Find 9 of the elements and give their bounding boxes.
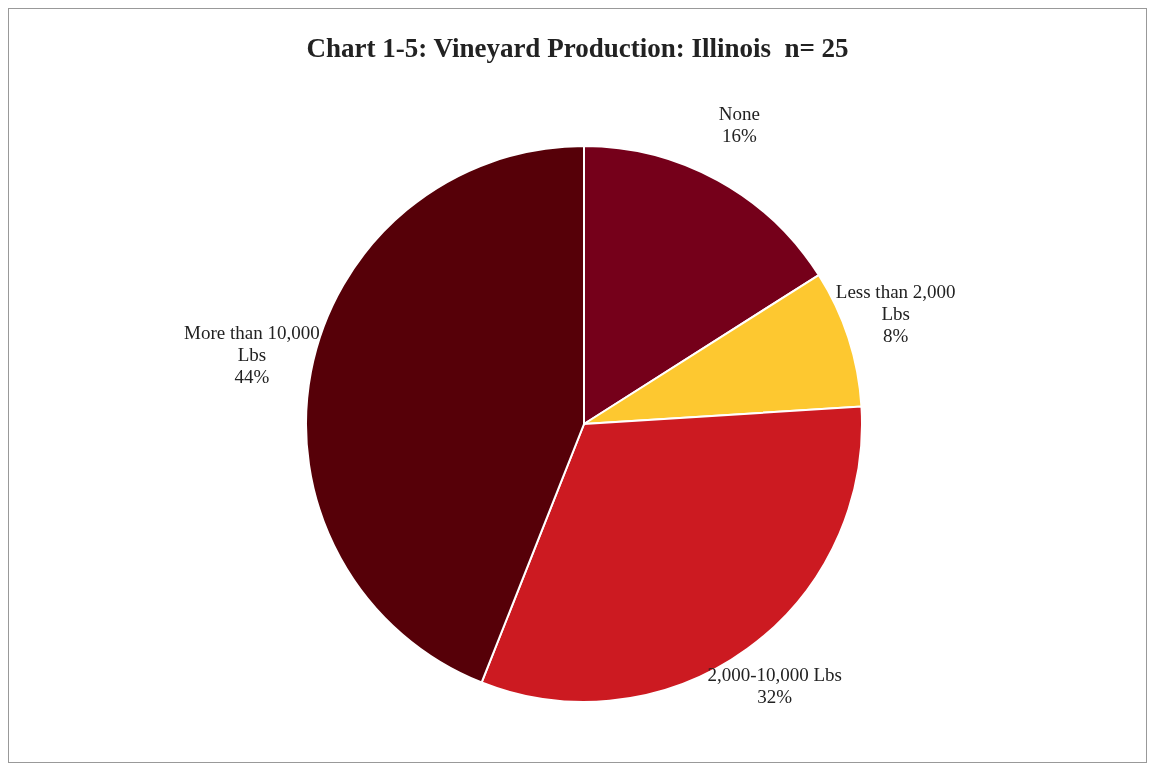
chart-title: Chart 1-5: Vineyard Production: Illinois n= 25 <box>305 33 850 64</box>
slice-label: None <box>718 103 760 125</box>
data-label: 16% <box>722 125 758 147</box>
data-label: 44% <box>234 365 270 387</box>
slice-label: Less than 2,000 Lbs <box>835 281 956 325</box>
slice-label: 2,000-10,000 Lbs <box>707 664 843 686</box>
slice-label: More than 10,000 Lbs <box>184 321 320 365</box>
data-label: 8% <box>883 325 909 347</box>
data-label: 32% <box>757 686 793 708</box>
